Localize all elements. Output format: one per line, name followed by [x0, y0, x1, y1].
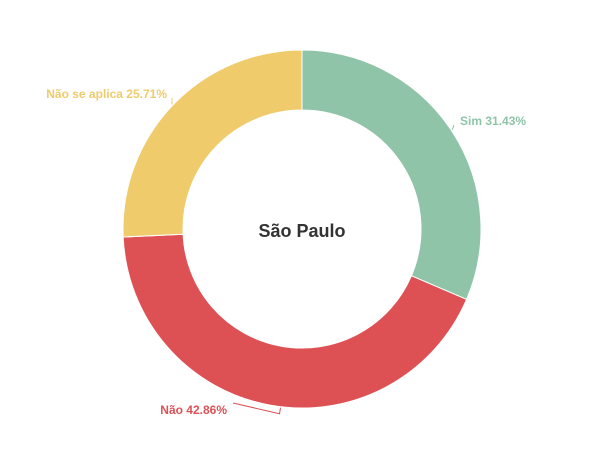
data-label-n-o-se-aplica: Não se aplica 25.71%: [46, 87, 167, 101]
data-label-n-o: Não 42.86%: [160, 403, 227, 417]
slice-n-o-se-aplica[interactable]: [122, 49, 303, 238]
leader-lines-layer: [171, 97, 455, 415]
leader-line-sim: [451, 124, 455, 131]
leader-line-n-o: [232, 402, 281, 415]
slice-n-o[interactable]: [122, 233, 468, 409]
slice-sim[interactable]: [301, 49, 482, 301]
data-label-sim: Sim 31.43%: [460, 114, 526, 128]
slices-layer: [122, 49, 482, 409]
labels-layer: Sim 31.43% Não 42.86% Não se aplica 25.71%: [46, 87, 526, 417]
center-title: São Paulo: [258, 221, 345, 241]
